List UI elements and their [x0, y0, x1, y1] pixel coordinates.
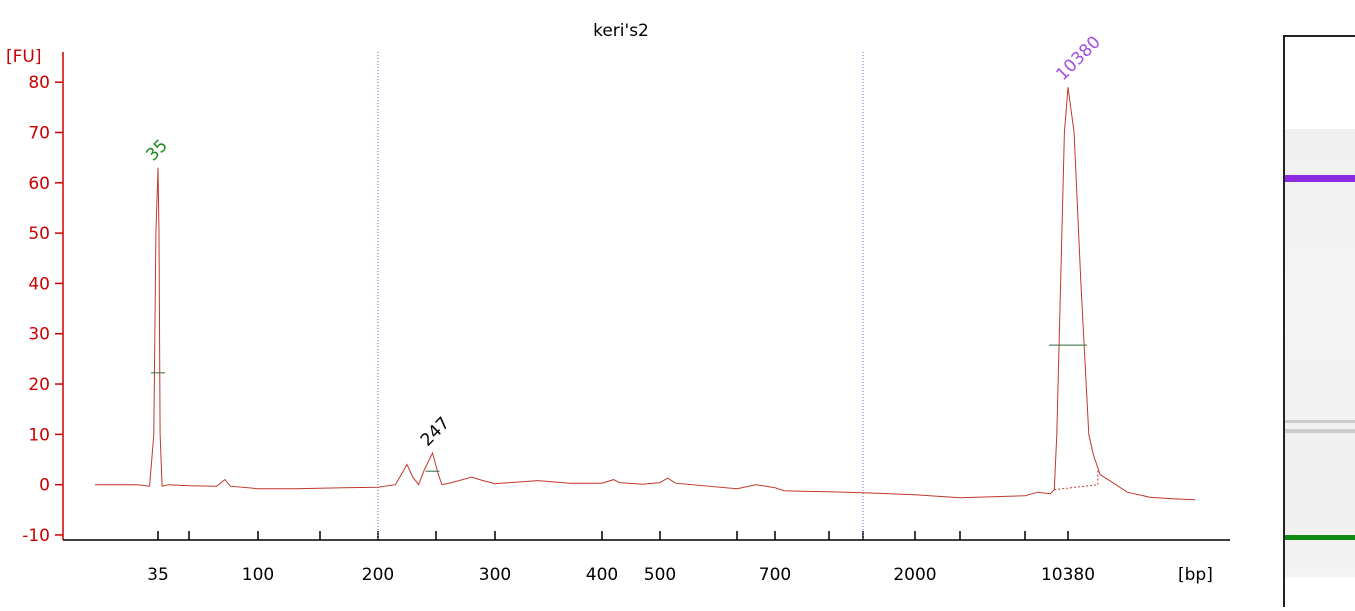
- x-tick-label: 35: [147, 565, 169, 585]
- peak-label: 247: [417, 413, 454, 450]
- gel-lane-body: [1285, 129, 1355, 577]
- x-tick-label: 2000: [893, 565, 936, 585]
- x-tick-label: 100: [242, 565, 274, 585]
- y-tick-label: 30: [28, 325, 50, 345]
- y-tick-label: 10: [28, 425, 50, 445]
- y-axis-label: [FU]: [6, 47, 42, 67]
- x-axis-label: [bp]: [1178, 565, 1213, 585]
- x-tick-label: 200: [362, 565, 394, 585]
- y-tick-label: 80: [28, 73, 50, 93]
- gel-lane-image: [1283, 35, 1355, 607]
- x-tick-label: 400: [586, 565, 618, 585]
- y-tick-label: 20: [28, 375, 50, 395]
- y-tick-label: 50: [28, 224, 50, 244]
- x-tick-label: 300: [479, 565, 511, 585]
- y-tick-label: 60: [28, 174, 50, 194]
- chart-svg: keri's2 [FU] [bp] -10 0 10 20 30 40 50 60 70 80 35…: [6, 21, 1230, 585]
- peak-baseline: [1054, 484, 1098, 491]
- y-tick-label: 0: [39, 476, 50, 496]
- peak-label: 35: [142, 136, 171, 165]
- faint-band: [1285, 429, 1355, 433]
- electropherogram-chart: keri's2 [FU] [bp] -10 0 10 20 30 40 50 60 70 80 35…: [6, 21, 1230, 585]
- peak-label: 10380: [1052, 32, 1104, 84]
- x-tick-label: 10380: [1041, 565, 1095, 585]
- faint-band: [1285, 420, 1355, 423]
- lower-marker-band: [1285, 535, 1355, 540]
- x-tick-label: 500: [644, 565, 676, 585]
- chart-title: keri's2: [593, 21, 649, 41]
- y-tick-label: -10: [22, 526, 50, 546]
- x-tick-label: 700: [759, 565, 791, 585]
- upper-marker-band: [1285, 175, 1355, 182]
- y-tick-label: 40: [28, 274, 50, 294]
- trace-line: [95, 87, 1196, 501]
- y-tick-label: 70: [28, 123, 50, 143]
